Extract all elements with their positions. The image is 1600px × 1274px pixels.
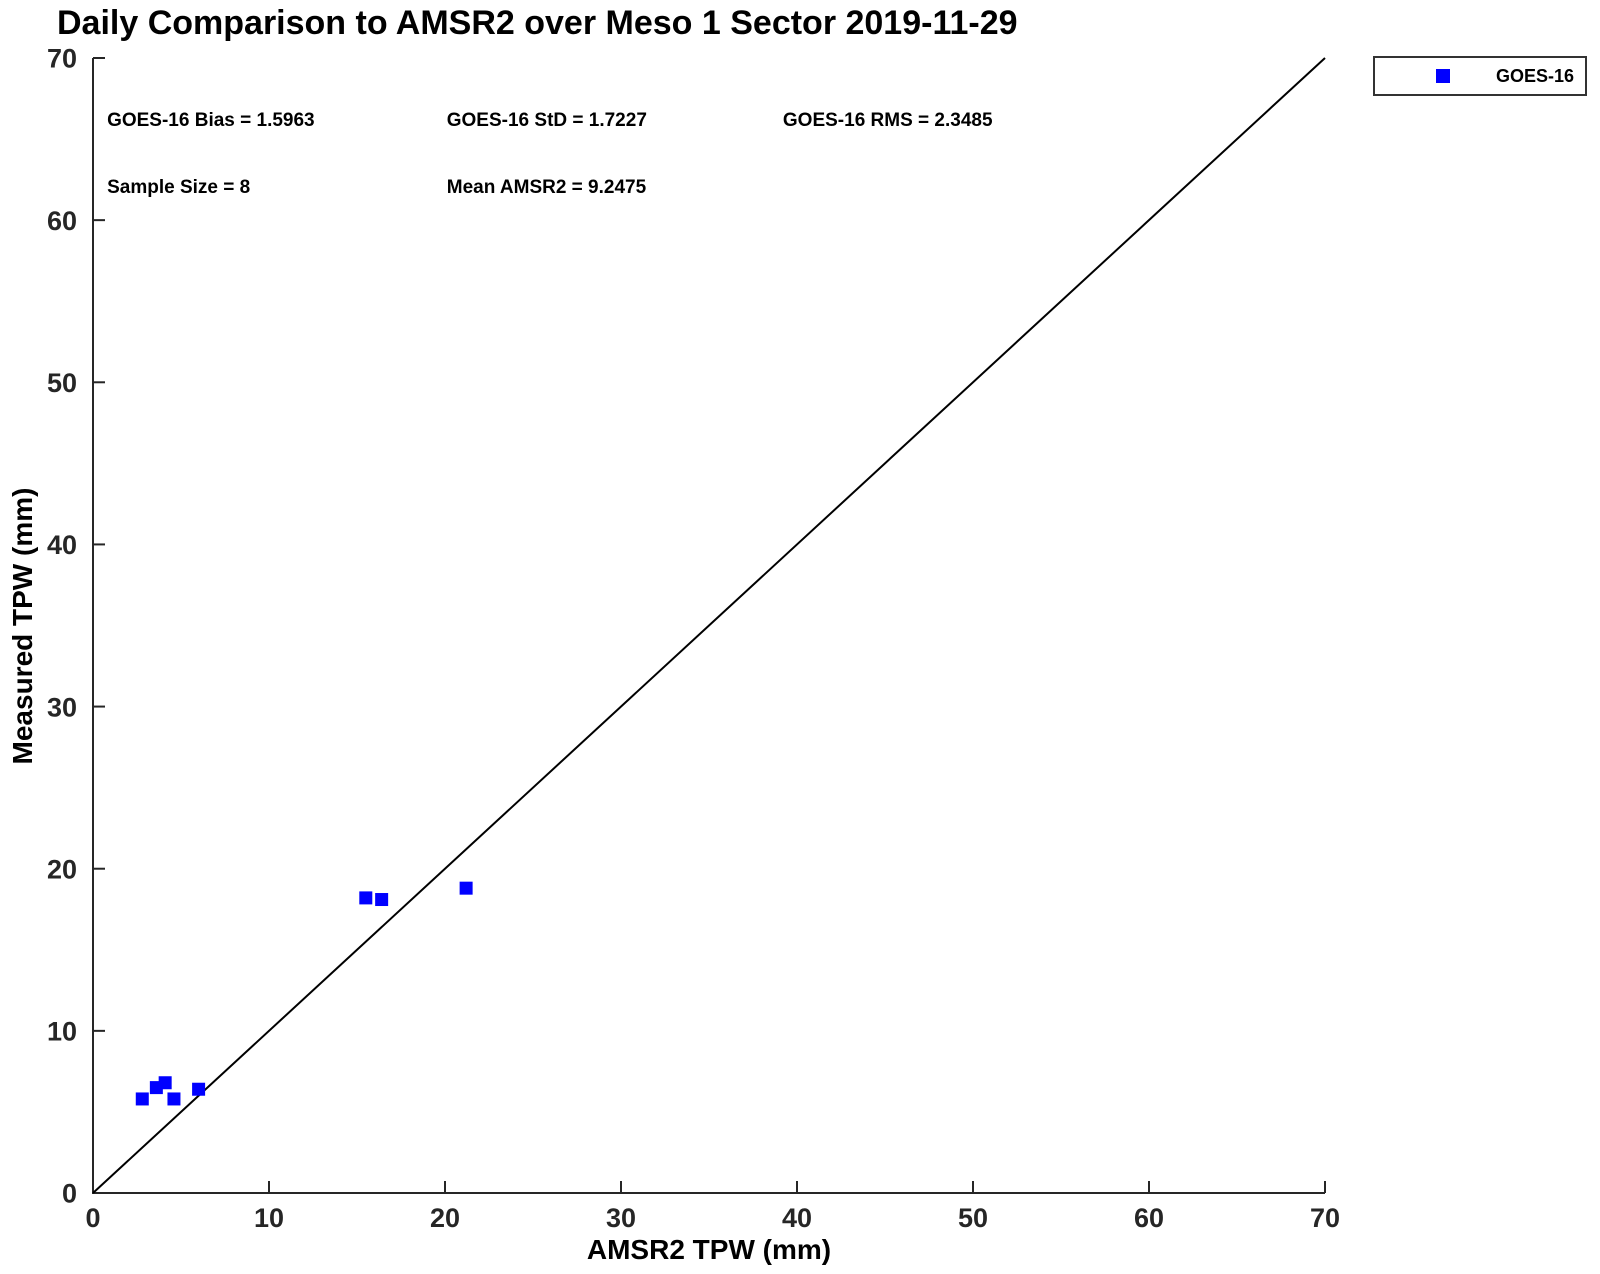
y-tick-label: 30 (47, 692, 77, 722)
y-tick-label: 50 (47, 368, 77, 398)
legend-square-marker-icon (1436, 69, 1450, 83)
stat-bias: GOES-16 Bias = 1.5963 (107, 110, 315, 132)
x-tick-label: 70 (1310, 1203, 1340, 1233)
y-tick-label: 20 (47, 854, 77, 884)
x-tick-label: 60 (1134, 1203, 1164, 1233)
stat-mean-amsr2: Mean AMSR2 = 9.2475 (446, 176, 647, 198)
chart-title: Daily Comparison to AMSR2 over Meso 1 Se… (57, 4, 1018, 42)
y-axis-label: Measured TPW (mm) (7, 487, 38, 765)
y-tick-label: 0 (62, 1179, 77, 1209)
data-point (192, 1082, 206, 1096)
x-tick-label: 30 (606, 1203, 636, 1233)
x-tick-label: 20 (430, 1203, 460, 1233)
data-point (459, 881, 473, 895)
x-tick-label: 50 (958, 1203, 988, 1233)
legend-item-label: GOES-16 (1496, 65, 1575, 86)
data-point (167, 1092, 181, 1106)
data-point (359, 891, 373, 905)
data-point (135, 1092, 149, 1106)
y-tick-label: 70 (47, 44, 77, 74)
stat-sample-size: Sample Size = 8 (107, 176, 251, 198)
y-tick-label: 40 (47, 530, 77, 560)
data-point (158, 1076, 172, 1090)
y-tick-label: 60 (47, 206, 77, 236)
x-tick-label: 10 (254, 1203, 284, 1233)
stat-std: GOES-16 StD = 1.7227 (446, 110, 647, 132)
y-tick-label: 10 (47, 1017, 77, 1047)
x-tick-label: 0 (85, 1203, 100, 1233)
stat-rms: GOES-16 RMS = 2.3485 (782, 110, 993, 132)
data-point (375, 893, 389, 907)
x-axis-label: AMSR2 TPW (mm) (586, 1234, 832, 1265)
x-tick-label: 40 (782, 1203, 812, 1233)
legend-box: GOES-16 (1373, 56, 1587, 96)
identity-line (92, 57, 1326, 1194)
